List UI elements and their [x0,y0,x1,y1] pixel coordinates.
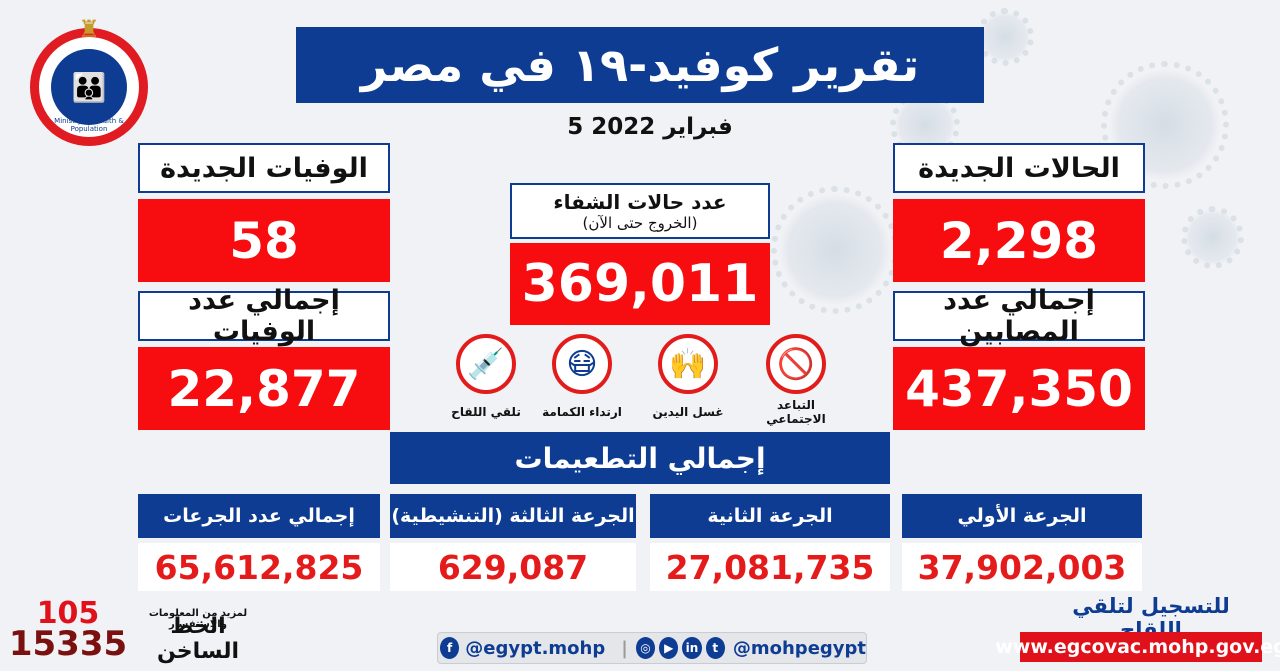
dose-first-value: 37,902,003 [902,543,1142,591]
hotline-number: 105 15335 [8,596,128,664]
precaution-label: تلقي اللقاح [451,405,521,419]
new-deaths-label: الوفيات الجديدة [138,143,390,193]
divider: | [621,637,628,659]
website-link[interactable]: www.egcovac.mohp.gov.eg [995,632,1280,662]
precaution-label: غسل اليدين [652,405,724,419]
dose-total-value: 65,612,825 [138,543,380,591]
hotline-top: 105 [36,596,100,631]
dose-second-value: 27,081,735 [650,543,890,591]
hand-wash-icon: 🙌 [658,334,718,394]
total-deaths-value: 22,877 [138,347,390,430]
eagle-icon: ♜ [78,15,100,43]
dose-third-value: 629,087 [390,543,636,591]
total-cases-label: إجمالي عدد المصابين [893,285,1145,347]
total-deaths-label: إجمالي عدد الوفيات [138,285,390,347]
recovered-value: 369,011 [510,243,770,325]
recovered-sublabel: (الخروج حتى الآن) [582,214,698,232]
dose-third-label: الجرعة الثالثة (التنشيطية) [390,494,636,538]
social-handle[interactable]: @mohpegypt [732,637,867,659]
family-icon: 👪 [51,49,127,125]
dose-first-label: الجرعة الأولي [902,494,1142,538]
no-crowd-icon: 🚫 [766,334,826,394]
virus-decoration [1180,205,1245,270]
virus-decoration [771,186,899,314]
report-date: 5 فبراير 2022 [567,114,733,140]
facebook-handle[interactable]: @egypt.mohp [465,637,606,659]
social-bar: f @egypt.mohp | ◎ ▶ in t @mohpegypt [437,632,867,664]
youtube-icon[interactable]: ▶ [659,637,679,659]
hotline-bottom: 15335 [8,624,128,664]
dose-second-label: الجرعة الثانية [650,494,890,538]
hotline-info: لمزيد من المعلومات والاستفسار [148,608,248,630]
hotline-label: الخط الساخن [156,614,240,664]
linkedin-icon[interactable]: in [682,637,702,659]
new-deaths-value: 58 [138,199,390,282]
logo-ring-text: Ministry of Health & Population [54,117,124,133]
new-cases-value: 2,298 [893,199,1145,282]
ministry-logo: 👪 Ministry of Health & Population [30,28,148,146]
dose-total-label: إجمالي عدد الجرعات [138,494,380,538]
instagram-icon[interactable]: ◎ [635,637,656,659]
precaution-label: ارتداء الكمامة [542,405,622,419]
vaccinations-title: إجمالي التطعيمات [390,432,890,484]
vaccine-syringe-icon: 💉 [456,334,516,394]
face-mask-icon: 😷 [552,334,612,394]
twitter-icon[interactable]: t [705,637,725,659]
page-title: تقرير كوفيد-١٩ في مصر [296,27,984,103]
total-cases-value: 437,350 [893,347,1145,430]
recovered-label: عدد حالات الشفاء [553,190,727,214]
register-text: للتسجيل لتلقي اللقاح [1072,594,1230,642]
precaution-label: التباعد الاجتماعي [766,398,826,426]
facebook-icon[interactable]: f [439,637,460,659]
recovered-label-box: عدد حالات الشفاء (الخروج حتى الآن) [510,183,770,239]
new-cases-label: الحالات الجديدة [893,143,1145,193]
virus-decoration [976,8,1034,66]
